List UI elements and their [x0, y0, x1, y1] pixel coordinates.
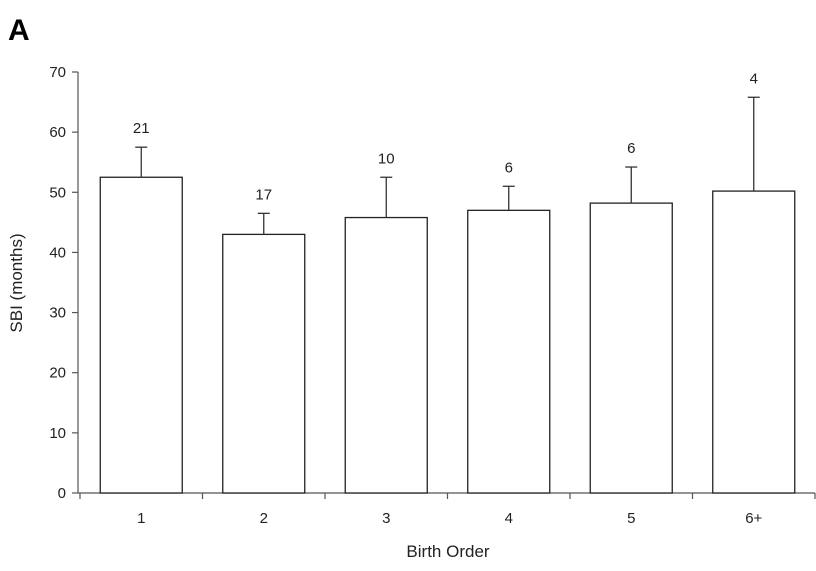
data-label: 21 — [133, 120, 150, 137]
y-tick-label: 0 — [58, 485, 66, 502]
x-tick-label: 2 — [260, 510, 268, 527]
x-axis-label: Birth Order — [406, 542, 489, 561]
x-tick-label: 1 — [137, 510, 145, 527]
bar-1 — [99, 176, 183, 494]
data-label: 17 — [255, 186, 272, 203]
y-tick-label: 50 — [49, 184, 66, 201]
bars: 21 17 10 6 6 4 — [99, 70, 796, 494]
x-axis: 1 2 3 4 5 6+ — [78, 492, 816, 527]
bar-4 — [467, 209, 551, 494]
panel-label: A — [8, 14, 30, 47]
y-tick-label: 40 — [49, 244, 66, 261]
y-tick-label: 20 — [49, 365, 66, 382]
y-tick-label: 10 — [49, 425, 66, 442]
bar-3 — [344, 216, 428, 494]
y-tick-label: 70 — [49, 64, 66, 81]
x-tick-label: 5 — [627, 510, 635, 527]
bar-6+ — [712, 190, 796, 494]
bar-5 — [589, 202, 673, 494]
y-axis-label: SBI (months) — [7, 233, 26, 332]
y-tick-label: 30 — [49, 305, 66, 322]
data-label: 10 — [378, 150, 395, 167]
y-axis: 0 10 20 30 40 50 60 70 — [49, 64, 79, 502]
data-label: 6 — [505, 159, 513, 176]
data-label: 6 — [627, 140, 635, 157]
y-tick-label: 60 — [49, 124, 66, 141]
data-label: 4 — [750, 70, 758, 87]
x-tick-label: 4 — [505, 510, 513, 527]
bar-2 — [222, 233, 306, 494]
x-tick-label: 3 — [382, 510, 390, 527]
x-tick-label: 6+ — [745, 510, 762, 527]
